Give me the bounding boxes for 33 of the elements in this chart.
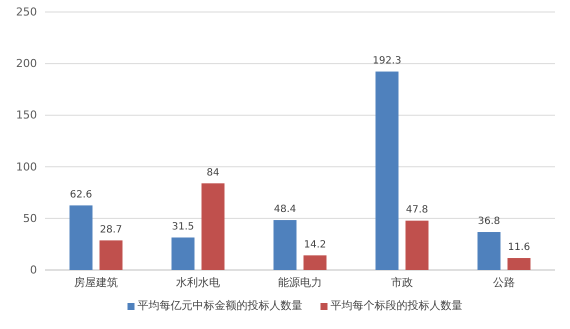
bar (274, 220, 296, 270)
data-label: 84 (206, 167, 220, 178)
data-label: 36.8 (478, 216, 500, 228)
y-tick-label: 150 (16, 108, 37, 122)
legend-label: 平均每个标段的投标人数量 (330, 299, 462, 312)
x-tick-label: 能源电力 (278, 276, 322, 289)
bar (304, 255, 326, 270)
bar (172, 237, 194, 270)
y-tick-label: 50 (23, 212, 37, 225)
data-label: 28.7 (100, 224, 122, 236)
data-label: 31.5 (172, 221, 194, 232)
bar (406, 220, 428, 270)
x-tick-label: 房屋建筑 (74, 276, 118, 289)
bar (508, 258, 530, 270)
x-tick-label: 水利水电 (176, 276, 220, 289)
data-label: 192.3 (372, 56, 402, 67)
y-tick-label: 100 (16, 160, 37, 174)
bar (202, 183, 224, 270)
data-label: 47.8 (406, 204, 428, 216)
y-tick-label: 0 (30, 264, 37, 277)
data-label: 48.4 (274, 204, 296, 216)
data-label: 11.6 (508, 242, 530, 254)
bar (478, 232, 500, 270)
data-label: 62.6 (70, 189, 92, 200)
data-label: 14.2 (304, 239, 326, 250)
bar (100, 240, 122, 270)
y-tick-label: 200 (16, 57, 37, 70)
x-tick-label: 市政 (391, 276, 413, 289)
legend-label: 平均每亿元中标金额的投标人数量 (138, 299, 302, 312)
x-tick-label: 公路 (493, 276, 515, 289)
y-tick-label: 250 (16, 6, 37, 19)
bar (376, 72, 398, 270)
bar (70, 205, 92, 270)
